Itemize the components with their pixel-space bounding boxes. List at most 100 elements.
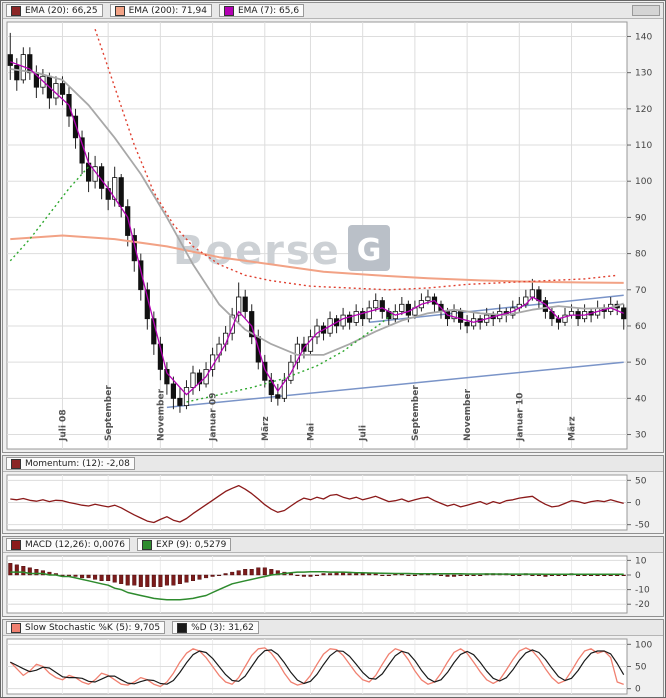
- macd-chart[interactable]: 10 0 -10 -20: [3, 553, 665, 616]
- macd-yaxis-label: 10: [635, 556, 647, 566]
- momentum-legend-items: Momentum: (12): -2,08: [6, 457, 135, 470]
- macd-bar: [589, 574, 594, 577]
- macd-bar: [536, 574, 541, 577]
- candle: [360, 311, 366, 320]
- macd-bar: [132, 574, 137, 586]
- price-yaxis-label: 100: [635, 177, 652, 187]
- macd-bar: [80, 574, 85, 579]
- candle: [425, 296, 431, 301]
- legend-swatch: [11, 5, 21, 16]
- support-dotted-line: [186, 310, 396, 403]
- macd-bar: [190, 574, 195, 582]
- candle: [275, 394, 281, 399]
- momentum-chart[interactable]: 50 0 -50: [3, 472, 665, 533]
- macd-bar: [576, 574, 581, 577]
- trendline-lower: [166, 361, 624, 409]
- macd-bar: [112, 574, 117, 583]
- macd-bar: [158, 574, 163, 587]
- macd-bar: [93, 574, 98, 580]
- stochastic-legend-items: Slow Stochastic %K (5): 9,705 %D (3): 31,…: [6, 621, 259, 634]
- watermark-text: Boerse: [173, 228, 341, 274]
- legend-item: EMA (7): 65,6: [218, 4, 305, 17]
- stochastic-yaxis-label: 0: [635, 685, 641, 695]
- macd-bar: [465, 574, 470, 577]
- candle: [621, 307, 627, 320]
- ema-7-line: [10, 61, 624, 396]
- momentum-yaxis-label: -50: [635, 521, 650, 531]
- candle: [118, 177, 124, 207]
- macd-panel: MACD (12,26): 0,0076 EXP (9): 0,5279 10 0 -…: [2, 536, 664, 617]
- xaxis-month-label: Januar 10: [515, 393, 525, 442]
- candle: [562, 314, 568, 323]
- resistance-dotted-line: [94, 28, 618, 291]
- macd-bar: [177, 574, 182, 585]
- candle: [379, 300, 385, 312]
- xaxis-month-label: Juli: [359, 425, 369, 442]
- price-yaxis-label: 60: [635, 322, 647, 332]
- xaxis-month-label: November: [156, 388, 166, 441]
- price-legend: EMA (20): 66,25 EMA (200): 71,94 EMA (7): …: [3, 3, 663, 19]
- macd-yaxis-label: 0: [635, 571, 641, 581]
- macd-bar: [439, 574, 444, 577]
- candle: [112, 177, 118, 200]
- stochastic-yaxis-label: 100: [635, 640, 652, 650]
- candle: [170, 383, 176, 399]
- macd-bar: [21, 565, 26, 576]
- macd-bar: [204, 574, 209, 579]
- macd-bar: [262, 567, 267, 576]
- candle: [353, 311, 359, 323]
- macd-bar: [138, 574, 143, 587]
- price-yaxis-label: 40: [635, 394, 647, 404]
- macd-bar: [86, 574, 91, 579]
- legend-item: Momentum: (12): -2,08: [6, 457, 135, 470]
- legend-item: EMA (20): 66,25: [6, 4, 103, 17]
- legend-swatch: [223, 5, 234, 16]
- candle: [183, 387, 190, 407]
- macd-bar: [386, 574, 391, 577]
- legend-corner-button[interactable]: [632, 5, 660, 16]
- xaxis-month-label: Januar 09: [209, 393, 219, 442]
- macd-bar: [217, 574, 222, 577]
- macd-bar: [106, 574, 111, 582]
- price-plot-area: [6, 21, 628, 450]
- price-yaxis-label: 30: [635, 431, 647, 441]
- macd-bar: [543, 574, 548, 577]
- macd-bar: [230, 571, 235, 576]
- legend-label: EXP (9): 0,5279: [156, 539, 227, 550]
- legend-item: EXP (9): 0,5279: [137, 538, 232, 551]
- xaxis-month-label: März: [261, 416, 271, 441]
- legend-label: EMA (200): 71,94: [128, 5, 207, 16]
- candle: [53, 83, 59, 99]
- legend-label: EMA (7): 65,6: [237, 5, 300, 16]
- macd-bar: [223, 573, 228, 576]
- momentum-yaxis-label: 0: [635, 499, 641, 509]
- xaxis-month-label: September: [104, 385, 114, 441]
- macd-bar: [14, 564, 19, 576]
- macd-bar: [164, 574, 169, 586]
- candle: [399, 303, 405, 312]
- momentum-legend: Momentum: (12): -2,08: [3, 456, 663, 472]
- candle: [373, 300, 379, 309]
- xaxis-month-label: März: [568, 416, 578, 441]
- candle: [451, 311, 457, 320]
- stochastic-chart[interactable]: 100 50 0: [3, 636, 665, 697]
- macd-bar: [328, 573, 333, 576]
- candle: [405, 303, 412, 316]
- macd-plot-area: [6, 555, 628, 614]
- macd-bar: [445, 574, 450, 577]
- macd-bar: [510, 574, 515, 577]
- support-dotted-line-early: [9, 166, 90, 262]
- candle: [281, 379, 288, 399]
- candle: [196, 372, 203, 385]
- macd-bar: [243, 569, 248, 576]
- price-chart[interactable]: 140 130 120 110 100 90 80 70 60 50 40 30 Boerse G Juli…: [3, 19, 665, 452]
- percent-d-line: [10, 649, 625, 685]
- macd-yaxis-label: -10: [635, 586, 650, 596]
- candle: [27, 54, 33, 74]
- macd-yaxis-label: -20: [635, 600, 650, 610]
- candle: [242, 296, 248, 312]
- legend-swatch: [142, 539, 153, 550]
- macd-bar: [360, 573, 365, 576]
- macd-bar: [452, 574, 457, 577]
- momentum-panel: Momentum: (12): -2,08 50 0 -50: [2, 455, 664, 534]
